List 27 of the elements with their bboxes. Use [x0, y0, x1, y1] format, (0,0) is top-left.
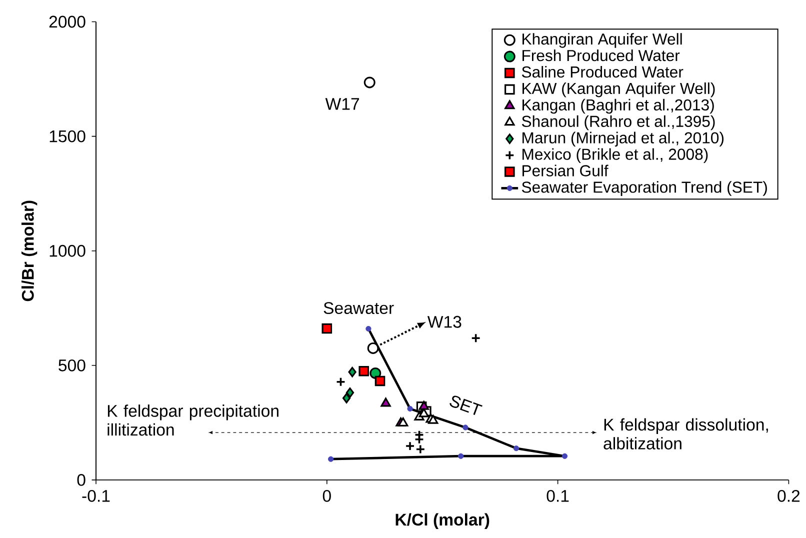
y-tick-label: 2000 — [49, 16, 86, 28]
annotation: K feldspar dissolution, albitization — [604, 418, 768, 450]
legend-label: Shanoul (Rahro et al.,1395) — [522, 115, 715, 130]
legend-label: Kangan (Baghri et al.,2013) — [522, 98, 714, 114]
legend-label: KAW (Kangan Aquifer Well) — [522, 82, 715, 98]
annotation: K feldspar precipitation illitization — [108, 404, 278, 436]
x-tick-label: 0.1 — [546, 490, 569, 502]
annotation: W13 — [427, 316, 462, 328]
y-tick-label: 1000 — [50, 244, 86, 257]
annotation: W17 — [325, 98, 359, 110]
y-tick-label: 0 — [77, 474, 86, 486]
x-tick-label: -0.1 — [82, 490, 110, 502]
legend-label: Khangiran Aquifer Well — [522, 32, 682, 48]
y-tick-label: 500 — [58, 359, 86, 372]
y-tick-label: 1500 — [50, 130, 86, 142]
annotation: Seawater — [324, 302, 394, 314]
legend-label: Fresh Produced Water — [522, 49, 680, 62]
annotation: SET — [450, 396, 482, 415]
legend-label: Marun (Mirnejad et al., 2010) — [522, 132, 724, 146]
legend-label: Seawater Evaporation Trend (SET) — [522, 181, 767, 196]
y-axis-title: Cl/Br (molar) — [21, 200, 38, 301]
legend-label: Mexico (Brikle et al., 2008) — [522, 148, 708, 163]
legend-label: Persian Gulf — [522, 164, 608, 176]
legend-label: Saline Produced Water — [522, 66, 684, 78]
x-tick-label: 0.2 — [778, 490, 800, 502]
x-tick-label: 0 — [322, 490, 331, 502]
x-axis-title: K/Cl (molar) — [396, 513, 490, 529]
